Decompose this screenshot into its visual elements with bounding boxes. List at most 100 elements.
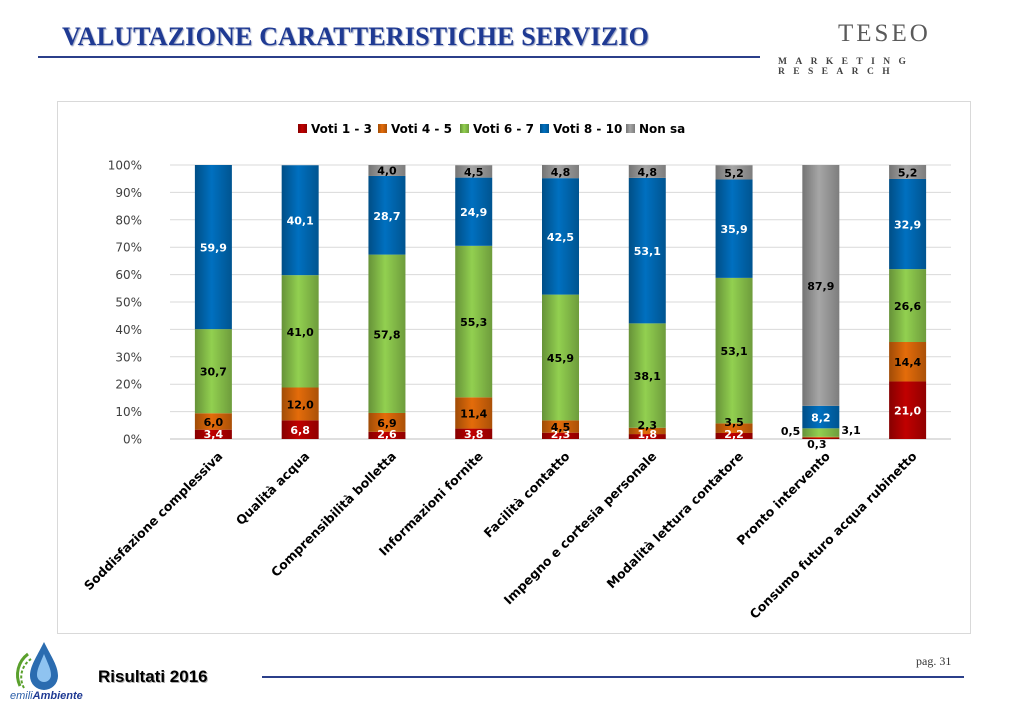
data-label: 57,8 bbox=[373, 328, 400, 341]
logo-text: emiliAmbiente bbox=[10, 690, 83, 702]
bar-segment bbox=[194, 165, 232, 330]
data-label: 3,8 bbox=[464, 428, 484, 441]
x-category-label: Soddisfazione complessiva bbox=[81, 449, 226, 594]
y-tick-label: 60% bbox=[115, 268, 142, 282]
data-label: 55,3 bbox=[460, 316, 487, 329]
legend-swatch bbox=[540, 124, 549, 133]
brand-subtitle: MARKETING RESEARCH bbox=[778, 57, 915, 77]
data-label: 2,3 bbox=[551, 428, 571, 441]
bar-segment bbox=[194, 429, 232, 439]
x-category-label: Facilità contatto bbox=[481, 448, 573, 540]
page-title: VALUTAZIONE CARATTERISTICHE SERVIZIO bbox=[62, 22, 650, 51]
bar-segment bbox=[368, 165, 406, 176]
legend-swatch bbox=[378, 124, 387, 133]
y-tick-label: 0% bbox=[123, 433, 142, 447]
data-label: 3,4 bbox=[204, 428, 224, 441]
bar-segment bbox=[802, 405, 840, 429]
data-label: 4,0 bbox=[377, 164, 397, 177]
bar-segment bbox=[194, 329, 232, 414]
y-tick-label: 100% bbox=[108, 159, 142, 173]
legend-swatch bbox=[626, 124, 635, 133]
data-label: 53,1 bbox=[634, 245, 661, 258]
bar-segment bbox=[368, 412, 406, 432]
y-tick-label: 50% bbox=[115, 296, 142, 310]
data-label: 38,1 bbox=[634, 370, 661, 383]
legend-entry: Voti 8 - 10 bbox=[553, 122, 622, 136]
bar-segment bbox=[889, 342, 927, 382]
data-label: 6,0 bbox=[204, 416, 224, 429]
bar-segment bbox=[194, 413, 232, 430]
bar-segment bbox=[802, 436, 840, 438]
legend-entry: Non sa bbox=[639, 122, 685, 136]
data-label: 5,2 bbox=[898, 166, 918, 179]
data-label: 21,0 bbox=[894, 405, 921, 418]
brand-logo-text: TESEO bbox=[838, 20, 931, 47]
page-number: pag. 31 bbox=[916, 654, 952, 668]
bar-segment bbox=[455, 165, 493, 178]
bar-segment bbox=[889, 269, 927, 343]
data-label: 4,8 bbox=[638, 166, 658, 179]
emiliambiente-logo bbox=[16, 642, 58, 690]
bar-segment bbox=[802, 428, 840, 437]
bar-segment bbox=[628, 323, 666, 428]
data-label: 4,5 bbox=[464, 166, 484, 179]
legend-entry: Voti 4 - 5 bbox=[391, 122, 452, 136]
bar-segment bbox=[628, 177, 666, 324]
data-label: 26,6 bbox=[894, 300, 921, 313]
bar-segment bbox=[281, 387, 319, 421]
bar-segment bbox=[455, 428, 493, 439]
data-label: 14,4 bbox=[894, 356, 921, 369]
bar-segment bbox=[542, 294, 579, 421]
bar-segment bbox=[542, 165, 579, 179]
x-category-label: Modalità lettura contatore bbox=[603, 449, 746, 592]
data-label: 59,9 bbox=[200, 242, 227, 255]
data-label: 30,7 bbox=[200, 366, 227, 379]
x-category-label: Impegno e cortesia personale bbox=[501, 449, 660, 608]
data-label: 87,9 bbox=[807, 280, 834, 293]
data-label: 53,1 bbox=[720, 345, 747, 358]
x-category-label: Pronto intervento bbox=[734, 448, 834, 548]
logo-text-b: Ambiente bbox=[32, 690, 83, 702]
bar-segment bbox=[281, 275, 319, 388]
data-label: 2,3 bbox=[638, 419, 658, 432]
logo-text-a: emili bbox=[10, 690, 33, 702]
y-tick-label: 90% bbox=[115, 186, 142, 200]
bar-segment bbox=[455, 245, 493, 398]
bar-segment bbox=[368, 431, 406, 439]
y-tick-label: 40% bbox=[115, 323, 142, 337]
data-label: 5,2 bbox=[724, 167, 744, 180]
bar-segment bbox=[715, 165, 753, 180]
bar-segment bbox=[368, 254, 406, 413]
bar-segment bbox=[542, 178, 579, 295]
legend-entry: Voti 1 - 3 bbox=[311, 122, 372, 136]
y-tick-label: 30% bbox=[115, 350, 142, 364]
data-label: 2,2 bbox=[724, 428, 744, 441]
bar-segment bbox=[889, 178, 927, 270]
legend-swatch bbox=[460, 124, 469, 133]
data-label: 4,8 bbox=[551, 166, 571, 179]
stacked-bar-chart: 0% 10% 20% 30% 40% 50% 60% 70% 80% 90% 100% Voti 1 … bbox=[81, 122, 951, 622]
data-label: 0,3 bbox=[807, 438, 827, 451]
title-divider bbox=[38, 56, 760, 58]
bar-segment bbox=[281, 165, 319, 276]
data-label: 28,7 bbox=[373, 210, 400, 223]
data-label: 32,9 bbox=[894, 219, 921, 232]
y-tick-label: 80% bbox=[115, 213, 142, 227]
data-label: 45,9 bbox=[547, 352, 574, 365]
bar-segment bbox=[281, 420, 319, 439]
data-label: 6,8 bbox=[290, 424, 310, 437]
bar-segment bbox=[628, 427, 666, 435]
bar-segment bbox=[715, 277, 753, 424]
bar-segment bbox=[455, 397, 493, 429]
bar-segment bbox=[368, 175, 406, 255]
y-tick-label: 20% bbox=[115, 378, 142, 392]
data-label: 3,5 bbox=[724, 416, 744, 429]
y-tick-label: 10% bbox=[115, 405, 142, 419]
data-label: 4,5 bbox=[551, 421, 571, 434]
bar-segment bbox=[542, 420, 579, 433]
bar-segment bbox=[628, 165, 666, 178]
data-label: 2,6 bbox=[377, 428, 397, 441]
footer-divider bbox=[262, 676, 964, 678]
data-label: 1,8 bbox=[638, 428, 658, 441]
results-label: Risultati 2016 bbox=[98, 667, 208, 686]
